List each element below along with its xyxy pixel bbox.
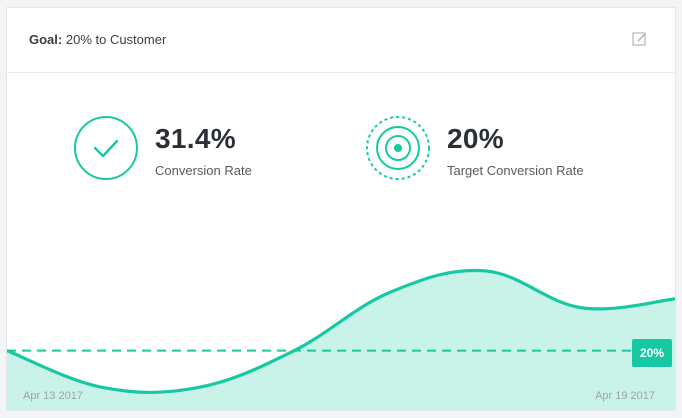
target-rate-value: 20%	[447, 123, 504, 154]
goal-title: Goal: 20% to Customer	[29, 32, 166, 47]
chart-start-date: Apr 13 2017	[23, 390, 83, 402]
conversion-chart	[7, 268, 675, 410]
conversion-line	[7, 268, 675, 395]
conversion-rate-value: 31.4%	[155, 123, 236, 154]
edit-icon[interactable]	[631, 30, 649, 48]
check-circle-icon	[73, 115, 139, 181]
goal-text: 20% to Customer	[65, 32, 167, 47]
target-rate-metric: 20% Target Conversion Rate	[365, 115, 625, 185]
target-icon	[365, 115, 431, 181]
conversion-rate-metric: 31.4% Conversion Rate	[73, 115, 303, 185]
conversion-area	[7, 270, 675, 410]
target-value-badge: 20%	[631, 339, 672, 367]
goal-card: Goal: 20% to Customer 31.4% Conversion R…	[6, 7, 676, 411]
target-rate-label: Target Conversion Rate	[447, 163, 584, 178]
conversion-rate-label: Conversion Rate	[155, 163, 252, 178]
chart-end-date: Apr 19 2017	[595, 390, 655, 402]
card-header: Goal: 20% to Customer	[7, 8, 675, 73]
goal-prefix: Goal:	[29, 32, 63, 47]
